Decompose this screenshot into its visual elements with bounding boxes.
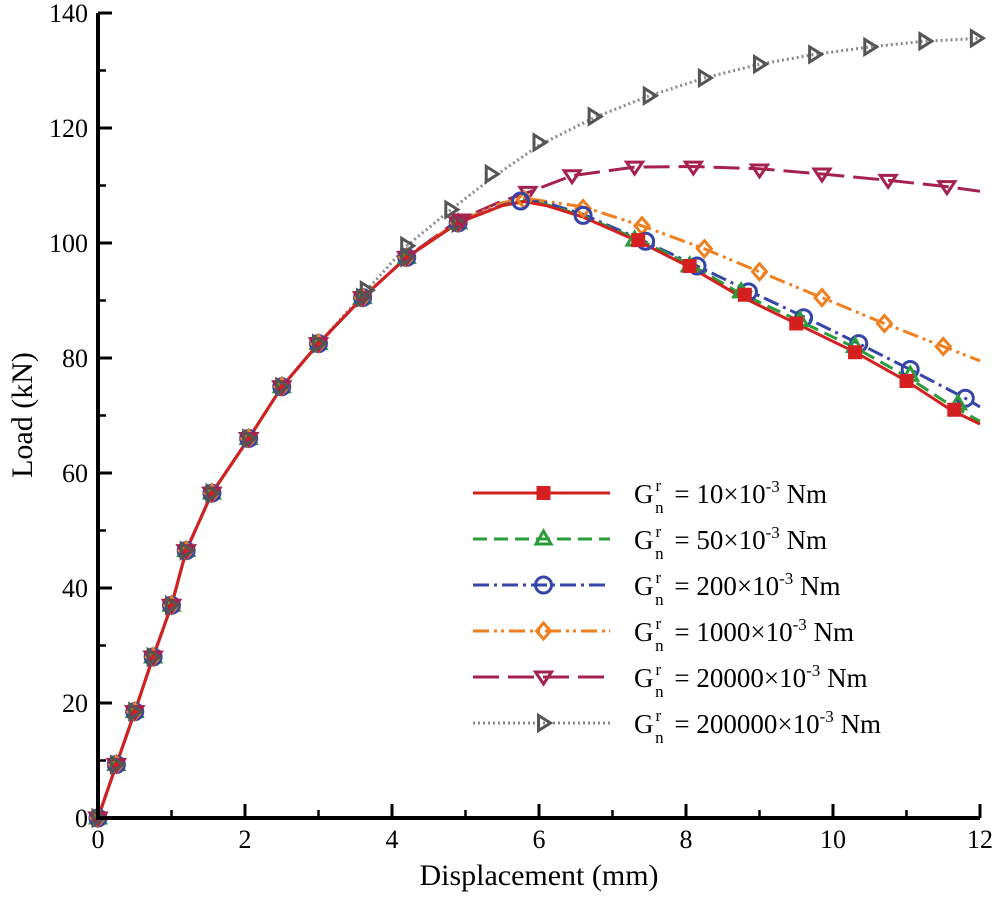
data-point-5-5 [682, 160, 705, 177]
data-point-6-6 [587, 106, 604, 127]
data-point-6-4 [484, 163, 502, 185]
data-point-1-5 [848, 345, 863, 360]
y-tick-label-7: 120 [49, 114, 88, 143]
data-point-4-8 [934, 336, 953, 357]
x-tick-label-5: 8 [680, 825, 693, 854]
y-tick-label-6: 100 [49, 229, 88, 258]
shared-marker-9-6 [275, 376, 292, 397]
shared-marker-12-6 [400, 247, 417, 268]
data-point-5-9 [936, 180, 958, 197]
shared-marker-3-6 [128, 701, 145, 722]
series-markers-6 [359, 28, 987, 301]
data-point-6-11 [863, 36, 880, 58]
y-tick-label-2: 20 [62, 689, 88, 718]
y-tick-label-8: 140 [49, 0, 88, 28]
x-axis-title: Displacement (mm) [419, 859, 658, 892]
data-point-5-6 [748, 163, 771, 180]
shared-marker-13-6 [451, 212, 468, 234]
data-point-6-7 [642, 85, 660, 107]
series-layer [87, 28, 987, 829]
shared-marker-11-6 [356, 287, 373, 308]
y-tick-label-4: 60 [62, 459, 88, 488]
data-point-4-7 [875, 313, 894, 334]
data-point-1-6 [899, 374, 914, 388]
data-point-6-1 [359, 279, 377, 301]
y-tick-label-5: 80 [62, 344, 88, 373]
data-point-1-2 [682, 259, 697, 273]
data-point-5-3 [561, 169, 583, 186]
legend-marker-5 [532, 670, 555, 687]
series-markers-5 [451, 160, 958, 230]
x-tick-label-3: 4 [386, 825, 399, 854]
series-markers-1 [631, 233, 962, 417]
data-point-4-6 [812, 287, 831, 308]
legend-marker-6 [537, 712, 554, 734]
data-point-6-2 [400, 235, 417, 257]
shared-marker-8-6 [242, 428, 259, 449]
data-point-6-10 [808, 44, 825, 65]
data-point-6-9 [753, 53, 770, 75]
legend-marker-3 [534, 575, 553, 595]
x-tick-label-1: 0 [92, 825, 105, 854]
x-tick-label-6: 10 [820, 825, 846, 854]
legend-marker-2 [533, 527, 554, 546]
x-tick-label-2: 2 [239, 825, 252, 854]
x-tick-label-4: 6 [533, 825, 546, 854]
series-line-6 [96, 36, 981, 819]
data-point-4-5 [750, 261, 769, 283]
y-axis-title: Load (kN) [6, 352, 39, 478]
data-point-6-3 [444, 199, 461, 220]
data-point-6-8 [697, 67, 715, 89]
data-point-1-4 [789, 316, 804, 331]
data-point-5-7 [811, 167, 833, 184]
data-point-1-1 [631, 233, 646, 248]
x-tick-label-7: 12 [967, 825, 993, 854]
series-markers-4 [515, 189, 953, 357]
data-point-1-3 [737, 287, 752, 302]
y-tick-label-3: 40 [62, 574, 88, 603]
y-tick-label-1: 0 [75, 804, 88, 833]
data-point-3-1 [511, 191, 531, 211]
data-point-1-7 [947, 402, 962, 417]
data-point-3-2 [573, 205, 593, 225]
shared-marker-4-6 [146, 646, 163, 668]
data-point-4-4 [695, 238, 714, 260]
data-point-5-8 [877, 173, 899, 191]
shared-marker-7-6 [205, 482, 222, 504]
data-point-5-1 [451, 213, 473, 230]
data-point-6-5 [532, 132, 549, 153]
shared-markers [87, 211, 469, 829]
data-point-4-2 [574, 198, 593, 219]
shared-marker-6-6 [179, 540, 197, 561]
data-point-6-12 [918, 30, 935, 52]
shared-marker-5-6 [165, 595, 182, 616]
shared-marker-10-6 [312, 333, 329, 354]
legend-marker-1 [536, 486, 551, 500]
legend-marker-4 [534, 620, 553, 642]
shared-marker-2-6 [109, 754, 127, 775]
series-6 [96, 36, 981, 819]
data-point-6-13 [969, 28, 987, 49]
data-point-5-4 [623, 160, 646, 177]
